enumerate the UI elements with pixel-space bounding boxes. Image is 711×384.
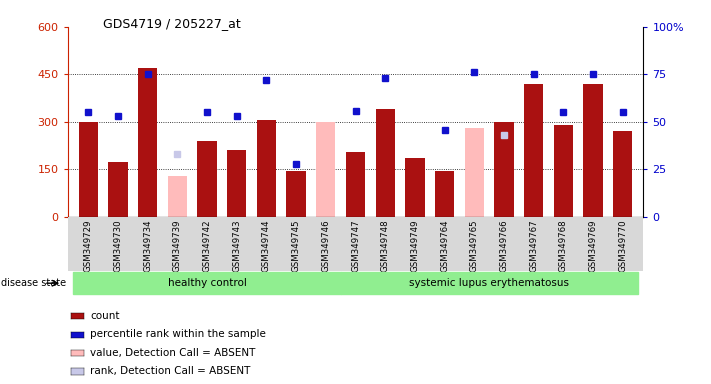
Text: GSM349730: GSM349730	[114, 220, 122, 272]
Bar	[464, 128, 484, 217]
Text: GSM349739: GSM349739	[173, 220, 182, 272]
Text: systemic lupus erythematosus: systemic lupus erythematosus	[409, 278, 569, 288]
Bar	[346, 152, 365, 217]
Text: GSM349746: GSM349746	[321, 220, 331, 272]
Bar	[227, 151, 247, 217]
Bar	[108, 162, 128, 217]
Bar	[375, 109, 395, 217]
Text: GSM349729: GSM349729	[84, 220, 93, 272]
Text: value, Detection Call = ABSENT: value, Detection Call = ABSENT	[90, 348, 256, 358]
Bar	[435, 171, 454, 217]
Bar	[287, 171, 306, 217]
Bar	[73, 272, 341, 295]
Text: healthy control: healthy control	[168, 278, 247, 288]
Text: GSM349745: GSM349745	[292, 220, 301, 272]
Bar	[554, 125, 573, 217]
Text: GSM349744: GSM349744	[262, 220, 271, 272]
Text: GDS4719 / 205227_at: GDS4719 / 205227_at	[103, 17, 241, 30]
Text: GSM349742: GSM349742	[203, 220, 212, 272]
Bar	[79, 122, 98, 217]
Bar	[583, 84, 603, 217]
Text: GSM349748: GSM349748	[380, 220, 390, 272]
Text: GSM349734: GSM349734	[143, 220, 152, 272]
Bar	[405, 158, 424, 217]
Text: GSM349747: GSM349747	[351, 220, 360, 272]
Bar	[316, 122, 336, 217]
Bar	[494, 122, 513, 217]
Text: GSM349768: GSM349768	[559, 220, 568, 272]
Text: GSM349770: GSM349770	[618, 220, 627, 272]
Bar	[138, 68, 157, 217]
Text: percentile rank within the sample: percentile rank within the sample	[90, 329, 266, 339]
Bar	[341, 272, 638, 295]
Text: GSM349764: GSM349764	[440, 220, 449, 272]
Bar	[168, 176, 187, 217]
Bar	[524, 84, 543, 217]
Text: GSM349765: GSM349765	[470, 220, 479, 272]
Text: GSM349743: GSM349743	[232, 220, 241, 272]
Text: count: count	[90, 311, 119, 321]
Bar	[257, 120, 276, 217]
Text: GSM349766: GSM349766	[499, 220, 508, 272]
Text: GSM349749: GSM349749	[410, 220, 419, 272]
Text: GSM349769: GSM349769	[589, 220, 597, 272]
Bar	[613, 131, 632, 217]
Text: disease state: disease state	[1, 278, 66, 288]
Text: GSM349767: GSM349767	[529, 220, 538, 272]
Text: rank, Detection Call = ABSENT: rank, Detection Call = ABSENT	[90, 366, 251, 376]
Bar	[198, 141, 217, 217]
